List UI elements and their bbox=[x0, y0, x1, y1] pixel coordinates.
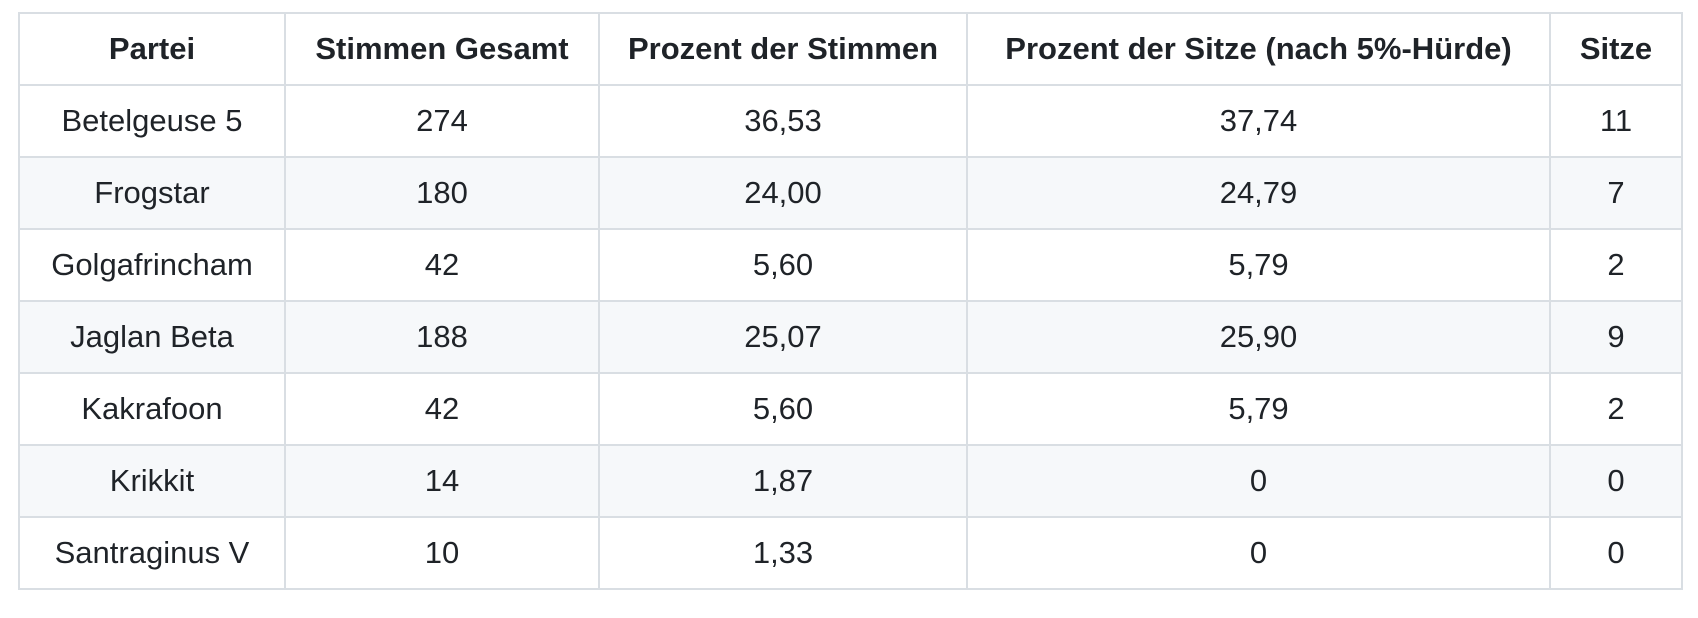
party-cell: Betelgeuse 5 bbox=[18, 84, 286, 158]
value-cell: 36,53 bbox=[598, 84, 968, 158]
value-cell: 25,90 bbox=[966, 300, 1551, 374]
column-header-3: Prozent der Sitze (nach 5%-Hürde) bbox=[966, 12, 1551, 86]
value-cell: 10 bbox=[284, 516, 600, 590]
value-cell: 1,87 bbox=[598, 444, 968, 518]
party-cell: Santraginus V bbox=[18, 516, 286, 590]
value-cell: 5,79 bbox=[966, 228, 1551, 302]
table-row: Krikkit 14 1,87 0 0 bbox=[18, 444, 1683, 518]
value-cell: 180 bbox=[284, 156, 600, 230]
value-cell: 14 bbox=[284, 444, 600, 518]
column-header-2: Prozent der Stimmen bbox=[598, 12, 968, 86]
value-cell: 42 bbox=[284, 372, 600, 446]
party-cell: Krikkit bbox=[18, 444, 286, 518]
value-cell: 7 bbox=[1549, 156, 1683, 230]
value-cell: 24,00 bbox=[598, 156, 968, 230]
value-cell: 9 bbox=[1549, 300, 1683, 374]
value-cell: 37,74 bbox=[966, 84, 1551, 158]
column-header-4: Sitze bbox=[1549, 12, 1683, 86]
value-cell: 2 bbox=[1549, 372, 1683, 446]
value-cell: 2 bbox=[1549, 228, 1683, 302]
table-body: Betelgeuse 5 274 36,53 37,74 11 Frogstar 180 24… bbox=[18, 84, 1683, 590]
value-cell: 274 bbox=[284, 84, 600, 158]
value-cell: 11 bbox=[1549, 84, 1683, 158]
column-header-0: Partei bbox=[18, 12, 286, 86]
table-row: Jaglan Beta 188 25,07 25,90 9 bbox=[18, 300, 1683, 374]
column-header-1: Stimmen Gesamt bbox=[284, 12, 600, 86]
election-results-table: Partei Stimmen Gesamt Prozent der Stimmen P… bbox=[18, 12, 1683, 590]
value-cell: 5,60 bbox=[598, 372, 968, 446]
party-cell: Kakrafoon bbox=[18, 372, 286, 446]
party-cell: Frogstar bbox=[18, 156, 286, 230]
party-cell: Jaglan Beta bbox=[18, 300, 286, 374]
table-row: Frogstar 180 24,00 24,79 7 bbox=[18, 156, 1683, 230]
value-cell: 0 bbox=[1549, 516, 1683, 590]
value-cell: 5,60 bbox=[598, 228, 968, 302]
party-cell: Golgafrincham bbox=[18, 228, 286, 302]
value-cell: 25,07 bbox=[598, 300, 968, 374]
value-cell: 42 bbox=[284, 228, 600, 302]
value-cell: 1,33 bbox=[598, 516, 968, 590]
table-row: Kakrafoon 42 5,60 5,79 2 bbox=[18, 372, 1683, 446]
value-cell: 0 bbox=[966, 516, 1551, 590]
table-row: Santraginus V 10 1,33 0 0 bbox=[18, 516, 1683, 590]
header-row: Partei Stimmen Gesamt Prozent der Stimmen P… bbox=[18, 12, 1683, 86]
value-cell: 188 bbox=[284, 300, 600, 374]
value-cell: 24,79 bbox=[966, 156, 1551, 230]
table-row: Betelgeuse 5 274 36,53 37,74 11 bbox=[18, 84, 1683, 158]
table-row: Golgafrincham 42 5,60 5,79 2 bbox=[18, 228, 1683, 302]
value-cell: 5,79 bbox=[966, 372, 1551, 446]
value-cell: 0 bbox=[1549, 444, 1683, 518]
value-cell: 0 bbox=[966, 444, 1551, 518]
